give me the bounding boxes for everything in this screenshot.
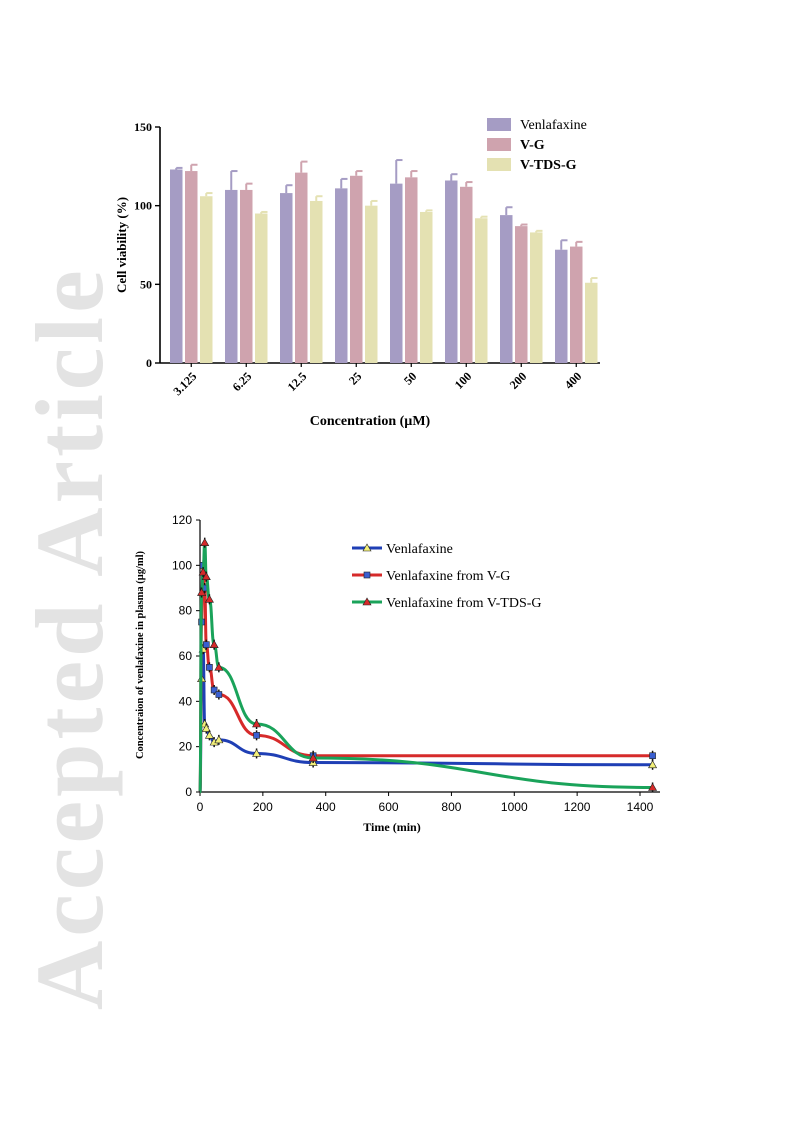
bar (445, 180, 458, 363)
line-x-tick-label: 1200 (564, 800, 591, 814)
bar-y-tick-label: 50 (140, 277, 152, 291)
bar-chart-x-axis-label: Concentration (µM) (310, 414, 431, 429)
bar (200, 196, 213, 363)
line-point (214, 662, 224, 671)
bar (365, 205, 378, 363)
bar (335, 188, 348, 363)
bar-y-tick-label: 100 (134, 199, 152, 213)
bar (280, 193, 293, 363)
bar-chart-legend: Venlafaxine V-G V-TDS-G (487, 118, 587, 173)
bar (475, 218, 488, 363)
bar (170, 169, 183, 363)
bar (460, 186, 473, 363)
bar-chart-bars (170, 159, 598, 363)
line-chart-y-axis-label: Concentraion of venlafaxine in plasma (μ… (135, 550, 146, 759)
line-x-tick-label: 200 (253, 800, 273, 814)
line-legend-marker (362, 543, 372, 552)
line-point (204, 594, 214, 603)
line-point (649, 752, 656, 760)
line-point (204, 730, 214, 739)
line-y-tick-label: 40 (179, 694, 193, 708)
bar (585, 282, 598, 363)
line-point (215, 691, 223, 698)
bar (390, 183, 403, 363)
line-point (198, 567, 208, 576)
line-point (201, 723, 211, 732)
bar (310, 200, 323, 363)
line-point (210, 686, 218, 694)
bar (530, 232, 543, 363)
bar (295, 172, 308, 363)
line-point (214, 735, 224, 744)
bar (555, 249, 568, 363)
line-point (200, 538, 210, 546)
bar-legend-swatch (487, 138, 511, 151)
line-legend-label: Venlafaxine from V-TDS-G (386, 596, 542, 611)
line-y-tick-label: 80 (179, 604, 193, 618)
line-point (202, 641, 210, 648)
line-x-tick-label: 800 (441, 800, 461, 814)
bar (255, 213, 268, 363)
bar-legend-label: V-TDS-G (520, 158, 577, 173)
line-point (206, 664, 213, 671)
line-x-tick-label: 1400 (627, 800, 654, 814)
line-point (648, 760, 658, 769)
line-chart-x-axis-label: Time (min) (363, 820, 420, 834)
line-y-tick-label: 60 (179, 649, 193, 663)
line-point (253, 732, 260, 739)
bar (420, 211, 433, 363)
line-chart-series (197, 537, 658, 794)
bar-legend-swatch (487, 158, 511, 171)
line-point (197, 587, 207, 596)
line-y-tick-label: 0 (185, 785, 192, 799)
line-x-tick-label: 600 (379, 800, 399, 814)
line-point (201, 572, 211, 580)
bar (515, 226, 528, 363)
line-point (209, 640, 219, 648)
line-x-tick-label: 1000 (501, 800, 528, 814)
bar (240, 189, 253, 363)
bar (570, 246, 583, 363)
line-x-tick-label: 400 (316, 800, 336, 814)
line-y-tick-label: 100 (172, 558, 192, 572)
line-legend-marker (363, 571, 371, 579)
line-point (308, 753, 318, 762)
bar (225, 189, 238, 363)
line-x-tick-label: 0 (197, 800, 204, 814)
line-point (252, 719, 262, 728)
line-y-tick-label: 120 (172, 513, 192, 527)
bar (350, 175, 363, 363)
line-legend-marker (362, 597, 372, 606)
line-y-tick-label: 20 (179, 740, 193, 754)
line-point (648, 782, 658, 791)
bar-y-tick-label: 150 (134, 120, 152, 134)
line-point (252, 748, 262, 757)
line-legend-label: Venlafaxine (386, 542, 453, 557)
bar-chart-y-axis-label: Cell viability (%) (114, 197, 129, 293)
line-legend-label: Venlafaxine from V-G (386, 569, 510, 584)
bar-y-tick-label: 0 (146, 356, 152, 370)
bar-legend-label: V-G (520, 138, 545, 153)
bar-legend-swatch (487, 118, 511, 131)
bar-legend-label: Venlafaxine (520, 118, 587, 133)
bar (185, 171, 198, 363)
bar (500, 215, 513, 363)
line-chart-legend: Venlafaxine Venlafaxine from V-G Venlafaxi… (352, 542, 542, 611)
bar (405, 177, 418, 363)
line-series-path (198, 647, 653, 794)
